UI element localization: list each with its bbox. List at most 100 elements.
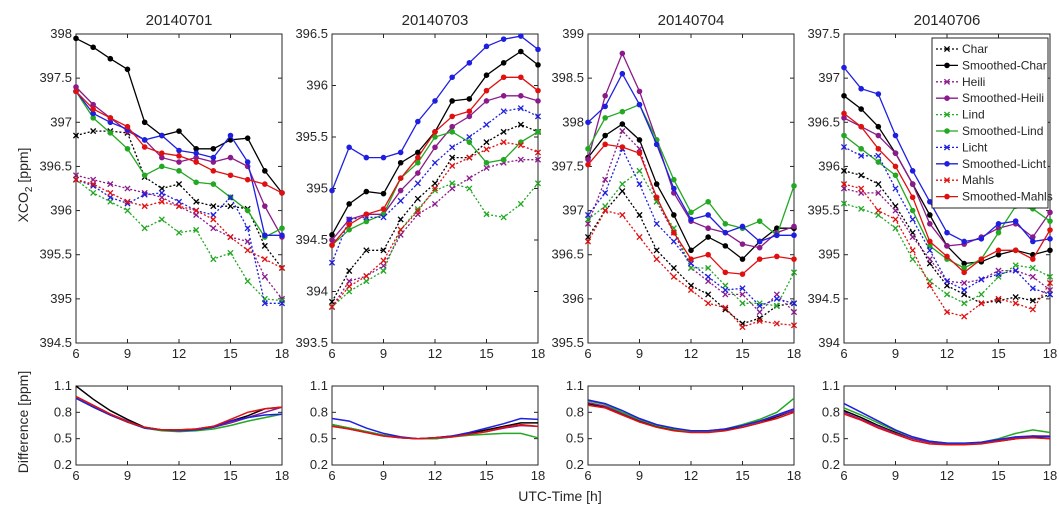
data-point-smoothed-mahls: [961, 269, 967, 276]
data-point-smoothed-char: [927, 212, 933, 218]
data-point-char: [1029, 297, 1036, 304]
data-point-smoothed-char: [193, 145, 199, 152]
data-point-smoothed-licht: [875, 91, 882, 97]
data-point-licht: [534, 113, 542, 120]
data-point-smoothed-char: [841, 93, 847, 99]
legend: Char Smoothed-Char Heili Smoothed-Heili Lind…: [931, 37, 1053, 209]
data-point-smoothed-licht: [415, 118, 421, 125]
diff-x-tick-label: 18: [275, 468, 289, 483]
legend-marker: [943, 78, 951, 85]
top-y-tick-label: 395.5: [551, 335, 584, 350]
diff-y-tick-label: 0.2: [310, 457, 328, 472]
diff-y-tick-label: 1.1: [310, 378, 328, 393]
panel-title: 20140703: [402, 12, 469, 29]
top-x-tick-label: 12: [940, 346, 954, 361]
data-point-heili: [193, 211, 200, 219]
top-x-tick-label: 18: [1043, 346, 1057, 361]
data-point-smoothed-lind: [858, 145, 864, 152]
data-point-smoothed-heili: [90, 101, 96, 108]
legend-item-smoothed-heili: Smoothed-Heili: [936, 91, 1044, 105]
top-x-tick-label: 18: [275, 346, 289, 361]
difference-series-group: [843, 402, 1051, 446]
data-point-mahls: [141, 203, 148, 210]
data-point-licht: [278, 300, 286, 307]
top-x-tick-label: 15: [735, 346, 749, 361]
data-point-lind: [500, 214, 507, 221]
data-point-licht: [210, 211, 217, 219]
data-point-char: [363, 247, 370, 254]
data-point-smoothed-heili: [73, 84, 79, 90]
data-point-lind: [414, 206, 421, 213]
data-point-licht: [158, 189, 165, 196]
data-point-char: [653, 247, 660, 254]
data-point-smoothed-lind: [688, 209, 694, 216]
data-point-smoothed-char: [449, 98, 455, 104]
data-point-smoothed-licht: [858, 85, 864, 92]
data-point-smoothed-char: [210, 145, 217, 152]
data-point-smoothed-licht: [619, 70, 626, 77]
data-point-char: [909, 229, 916, 236]
data-point-heili: [517, 156, 524, 163]
data-point-mahls: [363, 272, 370, 280]
data-point-mahls: [687, 286, 695, 294]
data-point-mahls: [261, 256, 268, 263]
data-point-lind: [124, 207, 131, 214]
data-point-heili: [875, 189, 882, 196]
data-point-char: [346, 267, 353, 274]
data-point-char: [517, 121, 524, 128]
difference-line-licht: [75, 397, 283, 432]
data-point-smoothed-heili: [210, 159, 217, 165]
data-point-smoothed-mahls: [279, 190, 285, 196]
diff-y-tick-label: 0.2: [822, 457, 840, 472]
data-point-smoothed-licht: [449, 74, 455, 81]
data-point-smoothed-heili: [535, 98, 541, 104]
data-point-heili: [705, 278, 712, 285]
data-point-char: [449, 154, 456, 161]
data-point-smoothed-lind: [449, 129, 455, 135]
data-point-lind: [636, 167, 643, 174]
diff-x-tick-label: 15: [991, 468, 1005, 483]
data-point-mahls: [653, 256, 660, 263]
diff-x-tick-label: 6: [840, 468, 847, 483]
data-point-mahls: [1012, 300, 1019, 307]
data-point-mahls: [909, 247, 916, 254]
data-point-licht: [995, 271, 1002, 278]
legend-label: Smoothed-Char: [962, 58, 1047, 72]
data-point-heili: [584, 220, 592, 227]
top-x-tick-label: 18: [787, 346, 801, 361]
data-point-char: [72, 132, 80, 139]
diff-x-tick-label: 12: [940, 468, 954, 483]
data-point-licht: [858, 152, 865, 159]
data-point-heili: [210, 225, 217, 232]
diff-x-tick-label: 15: [479, 468, 493, 483]
data-point-smoothed-licht: [1012, 218, 1019, 224]
data-point-char: [483, 139, 490, 146]
data-point-licht: [943, 278, 951, 285]
legend-item-char: Char: [936, 42, 988, 56]
data-point-mahls: [72, 176, 80, 183]
legend-label: Heili: [962, 75, 985, 89]
data-point-smoothed-lind: [841, 132, 847, 139]
data-point-smoothed-lind: [363, 218, 370, 225]
difference-line-lind: [587, 397, 795, 433]
data-point-smoothed-mahls: [756, 256, 763, 262]
data-point-smoothed-licht: [774, 232, 780, 239]
panel-title: 20140701: [146, 12, 213, 29]
data-point-smoothed-char: [90, 44, 96, 51]
legend-item-smoothed-licht: Smoothed-Licht: [936, 157, 1047, 171]
data-point-licht: [244, 225, 251, 232]
data-point-mahls: [278, 264, 286, 272]
data-point-lind: [619, 181, 626, 188]
top-y-tick-label: 394.5: [807, 291, 840, 306]
data-point-heili: [619, 128, 626, 135]
data-point-lind: [193, 226, 200, 234]
legend-box: [931, 37, 1049, 209]
data-point-smoothed-licht: [671, 185, 677, 192]
data-point-heili: [72, 172, 80, 179]
data-point-smoothed-lind: [585, 145, 591, 152]
diff-axes-box: [75, 385, 283, 466]
data-point-mahls: [193, 207, 200, 214]
diff-y-tick-label: 1.1: [822, 378, 840, 393]
data-point-smoothed-heili: [791, 223, 797, 230]
data-point-smoothed-mahls: [466, 108, 473, 115]
